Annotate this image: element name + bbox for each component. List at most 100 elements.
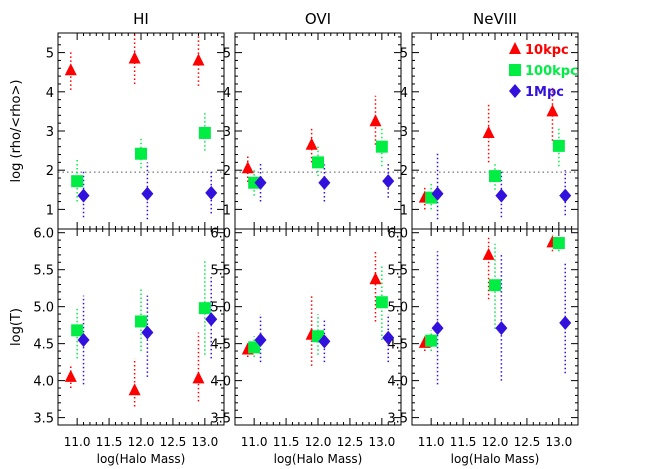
data-point-10kpc [369,114,382,127]
data-point-1mpc [431,321,444,336]
x-tick-label: 11.5 [273,435,300,449]
x-tick-label: 11.0 [241,435,268,449]
data-point-1mpc [77,188,90,203]
y-tick-label: 4.5 [387,338,408,353]
x-tick-label: 12.0 [128,435,155,449]
data-point-100kpc [198,126,211,139]
y-tick-label: 4 [46,86,54,101]
x-tick-label: 12.0 [305,435,332,449]
y-tick-label: 4 [223,86,231,101]
y-axis-label: log (rho/<rho>) [9,80,24,183]
data-point-10kpc [192,53,205,66]
y-tick-label: 1 [46,203,54,218]
data-point-10kpc [192,371,205,384]
x-axis-label: log(Halo Mass) [97,452,186,466]
y-tick-label: 3 [223,125,231,140]
data-point-100kpc [71,175,84,188]
y-tick-label: 3 [400,125,408,140]
y-tick-label: 3.5 [33,412,54,427]
data-point-100kpc [198,302,211,315]
data-point-100kpc [552,237,565,250]
data-point-1mpc [77,332,90,347]
y-tick-label: 5 [400,47,408,62]
y-tick-label: 4.0 [387,375,408,390]
x-tick-label: 11.0 [418,435,445,449]
x-tick-label: 12.0 [482,435,509,449]
x-tick-label: 13.0 [191,435,218,449]
y-tick-label: 2 [46,164,54,179]
y-tick-label: 3.5 [210,412,231,427]
y-axis-label: log(T) [9,308,24,346]
data-point-10kpc [482,247,495,260]
x-tick-label: 11.5 [450,435,477,449]
y-tick-label: 6.0 [210,227,231,242]
data-point-1mpc [382,330,395,345]
data-point-1mpc [141,186,154,201]
y-tick-label: 6.0 [33,227,54,242]
y-tick-label: 5.0 [33,301,54,316]
y-tick-label: 5.0 [210,301,231,316]
y-tick-label: 2 [400,164,408,179]
panel-title-hi: HI [133,10,149,28]
legend-marker-10kpc [509,42,521,54]
y-tick-label: 5.5 [387,264,408,279]
data-point-1mpc [431,186,444,201]
legend-label-100kpc: 100kpc [525,64,578,79]
y-tick-label: 3.5 [387,412,408,427]
data-point-1mpc [254,175,267,190]
x-tick-label: 13.0 [368,435,395,449]
data-point-1mpc [559,188,572,203]
x-axis-label: log(Halo Mass) [274,452,363,466]
y-tick-label: 5 [223,47,231,62]
data-point-100kpc [375,296,388,309]
y-tick-label: 4.0 [33,375,54,390]
data-point-1mpc [495,321,508,336]
data-point-100kpc [375,140,388,153]
data-point-10kpc [128,51,141,64]
data-point-100kpc [248,341,261,354]
x-tick-label: 12.5 [160,435,187,449]
data-point-100kpc [425,334,438,347]
data-point-100kpc [135,315,147,328]
panel-title-neviii: NeVIII [473,10,517,28]
data-point-1mpc [205,312,218,327]
data-point-1mpc [495,188,508,203]
x-tick-label: 11.0 [64,435,91,449]
data-point-10kpc [64,369,77,382]
data-point-10kpc [305,137,318,150]
data-point-1mpc [254,332,267,347]
x-tick-label: 12.5 [337,435,364,449]
data-point-1mpc [318,175,331,190]
data-point-100kpc [135,147,147,160]
y-tick-label: 4.5 [33,338,54,353]
data-point-1mpc [318,334,331,349]
data-point-100kpc [489,170,501,183]
x-tick-label: 13.0 [545,435,572,449]
panel-title-ovi: OVI [305,10,331,28]
y-tick-label: 5 [46,47,54,62]
y-tick-label: 1 [223,203,231,218]
data-point-10kpc [241,161,254,174]
y-tick-label: 6.0 [387,227,408,242]
y-tick-label: 4.0 [210,375,231,390]
data-point-100kpc [552,139,565,152]
panel-frame [234,32,402,230]
data-point-100kpc [71,324,84,337]
data-point-1mpc [141,325,154,340]
x-tick-label: 11.5 [96,435,123,449]
data-point-100kpc [312,156,324,169]
legend-marker-1mpc [509,84,521,98]
y-tick-label: 2 [223,164,231,179]
data-point-10kpc [128,383,141,396]
data-point-10kpc [369,272,382,285]
y-tick-label: 3 [46,125,54,140]
x-axis-label: log(Halo Mass) [451,452,540,466]
legend-label-10kpc: 10kpc [525,43,569,58]
legend-marker-100kpc [509,64,521,76]
data-point-1mpc [382,174,395,189]
data-point-10kpc [546,104,559,117]
y-tick-label: 5.0 [387,301,408,316]
y-tick-label: 4 [400,86,408,101]
y-tick-label: 5.5 [210,264,231,279]
